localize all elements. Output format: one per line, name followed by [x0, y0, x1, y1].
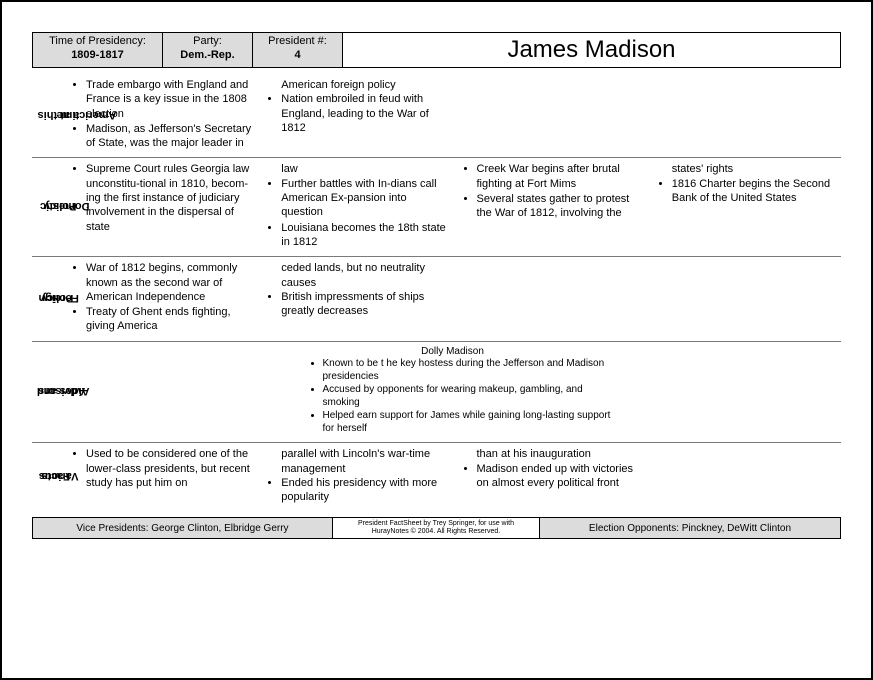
list-item: War of 1812 begins, commonly known as th… — [86, 261, 255, 304]
list-item: Several states gather to protest the War… — [477, 192, 646, 221]
list-item: Nation embroiled in feud with England, l… — [281, 92, 450, 135]
footer-credit: President FactSheet by Trey Springer, fo… — [333, 518, 540, 537]
list-item: Ended his presidency with more popularit… — [281, 476, 450, 505]
party-label: Party: — [169, 35, 246, 49]
list-item: Used to be considered one of the lower-c… — [86, 447, 255, 490]
domestic-cols: Supreme Court rules Georgia law unconsti… — [64, 162, 841, 250]
list-item: Louisiana becomes the 18th state in 1812 — [281, 221, 450, 250]
list-item: 1816 Charter begins the Second Bank of t… — [672, 177, 841, 206]
label-facts: Various Facts — [32, 447, 64, 505]
header-number: President #: 4 — [253, 33, 343, 67]
num-label: President #: — [259, 35, 336, 49]
facts-col4 — [650, 447, 841, 505]
list-item: British impressments of ships greatly de… — [281, 290, 450, 319]
fragment: than at his inauguration — [455, 447, 646, 461]
aides-center: Dolly Madison Known to be t he key hoste… — [293, 346, 613, 437]
list-item: Supreme Court rules Georgia law unconsti… — [86, 162, 255, 233]
label-foreign: Foreign Policy — [32, 261, 64, 334]
list-item: Further battles with In-dians call Ameri… — [281, 177, 450, 220]
aides-cols: Dolly Madison Known to be t he key hoste… — [64, 346, 841, 437]
header-time: Time of Presidency: 1809-1817 — [33, 33, 163, 67]
list-item: Known to be t he key hostess during the … — [323, 358, 613, 383]
section-america: America at this time Trade embargo with … — [32, 74, 841, 158]
header-row: Time of Presidency: 1809-1817 Party: Dem… — [32, 32, 841, 68]
list-item: Madison, as Jefferson's Secretary of Sta… — [86, 122, 255, 151]
footer-opponents: Election Opponents: Pinckney, DeWitt Cli… — [540, 518, 840, 537]
num-value: 4 — [259, 49, 336, 63]
facts-col1: Used to be considered one of the lower-c… — [64, 447, 255, 505]
foreign-col3 — [455, 261, 646, 334]
section-foreign: Foreign Policy War of 1812 begins, commo… — [32, 257, 841, 341]
section-facts: Various Facts Used to be considered one … — [32, 443, 841, 511]
aides-title: Dolly Madison — [293, 346, 613, 359]
fragment: American foreign policy — [259, 78, 450, 92]
fragment: law — [259, 162, 450, 176]
time-label: Time of Presidency: — [39, 35, 156, 49]
fragment: states' rights — [650, 162, 841, 176]
party-value: Dem.-Rep. — [169, 49, 246, 63]
list-item: Creek War begins after brutal fighting a… — [477, 162, 646, 191]
foreign-col1: War of 1812 begins, commonly known as th… — [64, 261, 255, 334]
domestic-col2: law Further battles with In-dians call A… — [259, 162, 450, 250]
list-item: Helped earn support for James while gain… — [323, 410, 613, 435]
fragment: ceded lands, but no neutrality causes — [259, 261, 450, 290]
facts-cols: Used to be considered one of the lower-c… — [64, 447, 841, 505]
america-col4 — [650, 78, 841, 151]
footer-row: Vice Presidents: George Clinton, Elbridg… — [32, 517, 841, 538]
foreign-col4 — [650, 261, 841, 334]
foreign-cols: War of 1812 begins, commonly known as th… — [64, 261, 841, 334]
domestic-col1: Supreme Court rules Georgia law unconsti… — [64, 162, 255, 250]
section-aides: Aides and Advisors Dolly Madison Known t… — [32, 342, 841, 444]
label-aides: Aides and Advisors — [32, 346, 64, 437]
time-value: 1809-1817 — [39, 49, 156, 63]
america-col3 — [455, 78, 646, 151]
foreign-col2: ceded lands, but no neutrality causes Br… — [259, 261, 450, 334]
section-domestic: Domestic Policy Supreme Court rules Geor… — [32, 158, 841, 257]
america-cols: Trade embargo with England and France is… — [64, 78, 841, 151]
fragment: parallel with Lincoln's war-time managem… — [259, 447, 450, 476]
sections: America at this time Trade embargo with … — [32, 74, 841, 511]
header-party: Party: Dem.-Rep. — [163, 33, 253, 67]
list-item: Madison ended up with victories on almos… — [477, 462, 646, 491]
facts-col3: than at his inauguration Madison ended u… — [455, 447, 646, 505]
footer-vp: Vice Presidents: George Clinton, Elbridg… — [33, 518, 333, 537]
list-item: Accused by opponents for wearing makeup,… — [323, 384, 613, 409]
president-name: James Madison — [343, 33, 840, 67]
factsheet-page: Time of Presidency: 1809-1817 Party: Dem… — [0, 0, 873, 680]
domestic-col4: states' rights 1816 Charter begins the S… — [650, 162, 841, 250]
domestic-col3: Creek War begins after brutal fighting a… — [455, 162, 646, 250]
facts-col2: parallel with Lincoln's war-time managem… — [259, 447, 450, 505]
label-america: America at this time — [32, 78, 64, 151]
label-domestic: Domestic Policy — [32, 162, 64, 250]
america-col2: American foreign policy Nation embroiled… — [259, 78, 450, 151]
list-item: Treaty of Ghent ends fighting, giving Am… — [86, 305, 255, 334]
